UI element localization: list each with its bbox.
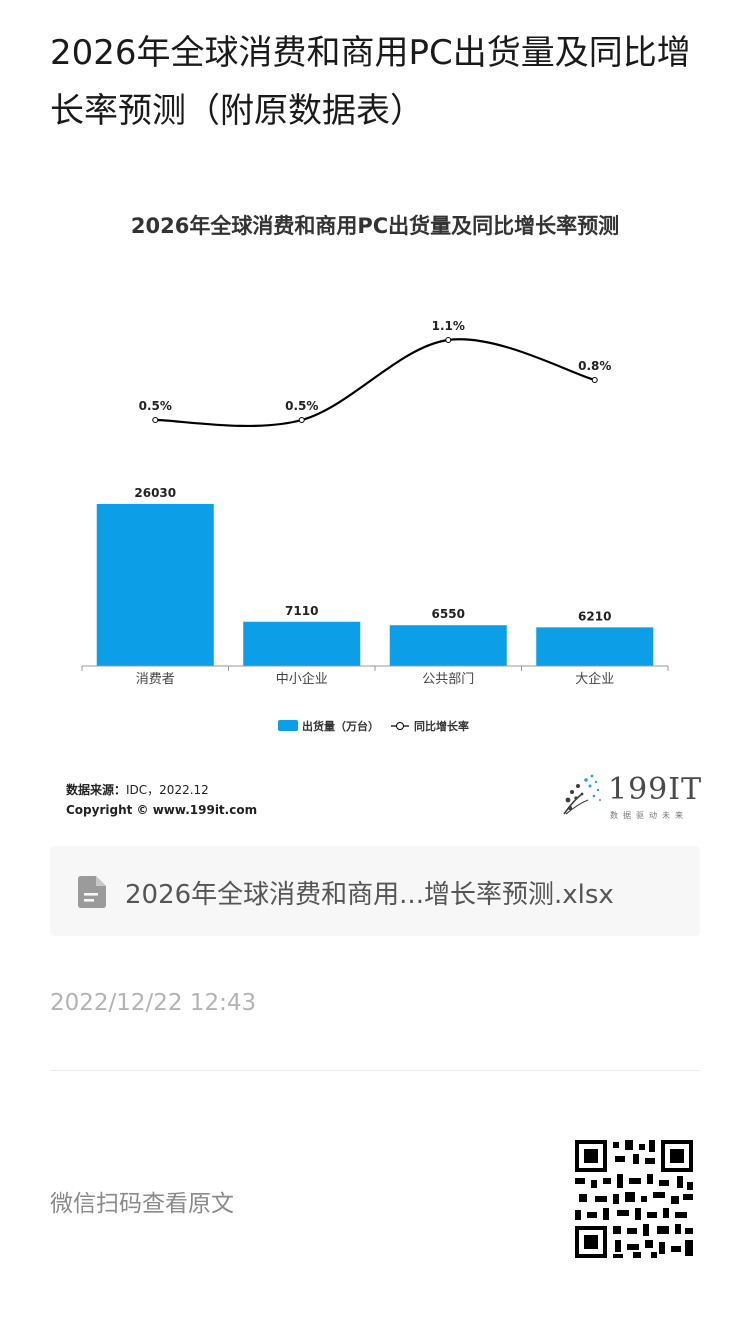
chart-title: 2026年全球消费和商用PC出货量及同比增长率预测 bbox=[130, 214, 620, 238]
bar-1 bbox=[243, 621, 361, 666]
line-label-2: 1.1% bbox=[432, 319, 465, 333]
attachment-filename[interactable]: 2026年全球消费和商用...增长率预测.xlsx bbox=[125, 880, 614, 910]
legend-line-label: 同比增长率 bbox=[414, 719, 469, 733]
bar-2 bbox=[389, 625, 507, 666]
qr-code[interactable] bbox=[573, 1138, 695, 1260]
legend-line-marker bbox=[396, 722, 404, 730]
attachment-card[interactable]: 2026年全球消费和商用...增长率预测.xlsx bbox=[50, 846, 700, 936]
publish-timestamp: 2022/12/22 12:43 bbox=[50, 990, 257, 1016]
logo-text: 199IT bbox=[608, 772, 703, 807]
article-title: 2026年全球消费和商用PC出货量及同比增长率预测（附原数据表） bbox=[50, 33, 691, 131]
source-value: IDC，2022.12 bbox=[126, 783, 209, 797]
bar-label-1: 7110 bbox=[285, 604, 318, 618]
x-tick-label-2: 公共部门 bbox=[422, 672, 474, 687]
bar-0 bbox=[96, 504, 214, 666]
bar-label-0: 26030 bbox=[134, 486, 176, 500]
divider bbox=[50, 1070, 700, 1071]
document-icon bbox=[78, 876, 106, 908]
x-tick-label-3: 大企业 bbox=[575, 671, 614, 687]
line-label-3: 0.8% bbox=[578, 359, 611, 373]
bar-label-3: 6210 bbox=[578, 609, 611, 623]
legend-bar-label: 出货量（万台） bbox=[302, 719, 379, 733]
x-tick-label-0: 消费者 bbox=[136, 672, 175, 687]
bar-label-2: 6550 bbox=[432, 607, 465, 621]
line-point-3 bbox=[591, 377, 598, 383]
chart-card: 26030 7110 6550 6210 消费者 中小企业 公共部门 大企业 0.5% 0.5% 1… bbox=[40, 180, 720, 840]
line-label-1: 0.5% bbox=[285, 399, 318, 413]
line-label-0: 0.5% bbox=[139, 399, 172, 413]
qr-scan-hint: 微信扫码查看原文 bbox=[50, 1191, 234, 1217]
line-point-2 bbox=[445, 337, 452, 343]
growth-line bbox=[155, 338, 596, 427]
bar-3 bbox=[536, 627, 654, 666]
legend-bar-swatch bbox=[278, 720, 298, 731]
source-label: 数据来源： bbox=[66, 783, 127, 797]
line-point-0 bbox=[152, 417, 159, 423]
chart-canvas: 26030 7110 6550 6210 消费者 中小企业 公共部门 大企业 0.5% 0.5% 1… bbox=[81, 319, 669, 733]
199it-logo: 199IT 数据驱动未来 bbox=[558, 770, 701, 820]
copyright-text: Copyright © www.199it.com bbox=[66, 803, 258, 817]
line-point-1 bbox=[298, 417, 305, 423]
dandelion-logo-icon bbox=[563, 774, 601, 815]
logo-subtitle: 数据驱动未来 bbox=[610, 811, 688, 820]
data-source: 数据来源：IDC，2022.12 Copyright © www.199it.c… bbox=[66, 780, 257, 820]
x-tick-label-1: 中小企业 bbox=[276, 671, 328, 687]
